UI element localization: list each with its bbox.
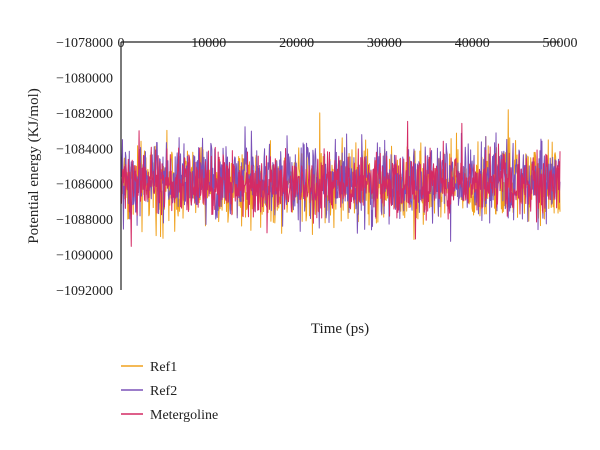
legend: Ref1 Ref2 Metergoline [121,360,218,423]
series-line-metergoline [120,120,561,247]
y-tick-label: −1092000 [56,284,113,299]
x-tick-label: 50000 [543,36,578,51]
axes-layer [120,41,560,290]
y-tick-label: −1086000 [56,178,113,193]
x-tick-label: 40000 [455,36,490,51]
x-tick-label: 0 [118,36,125,51]
x-tick-labels: 0 10000 20000 30000 40000 50000 [118,36,578,51]
y-tick-label: −1090000 [56,249,113,264]
y-tick-label: −1082000 [56,107,113,122]
x-tick-label: 30000 [367,36,402,51]
y-tick-label: −1078000 [56,36,113,51]
y-tick-labels: −1078000 −1080000 −1082000 −1084000 −1086000… [56,36,113,299]
y-axis-title: Potential energy (KJ/mol) [26,88,42,244]
y-tick-label: −1088000 [56,213,113,228]
legend-label: Ref2 [150,384,177,399]
legend-label: Ref1 [150,360,177,375]
y-tick-label: −1080000 [56,71,113,86]
y-tick-label: −1084000 [56,142,113,157]
x-tick-label: 20000 [279,36,314,51]
x-tick-label: 10000 [191,36,226,51]
legend-label: Metergoline [150,408,218,423]
x-axis-title: Time (ps) [311,321,369,337]
series-layer [120,109,561,247]
